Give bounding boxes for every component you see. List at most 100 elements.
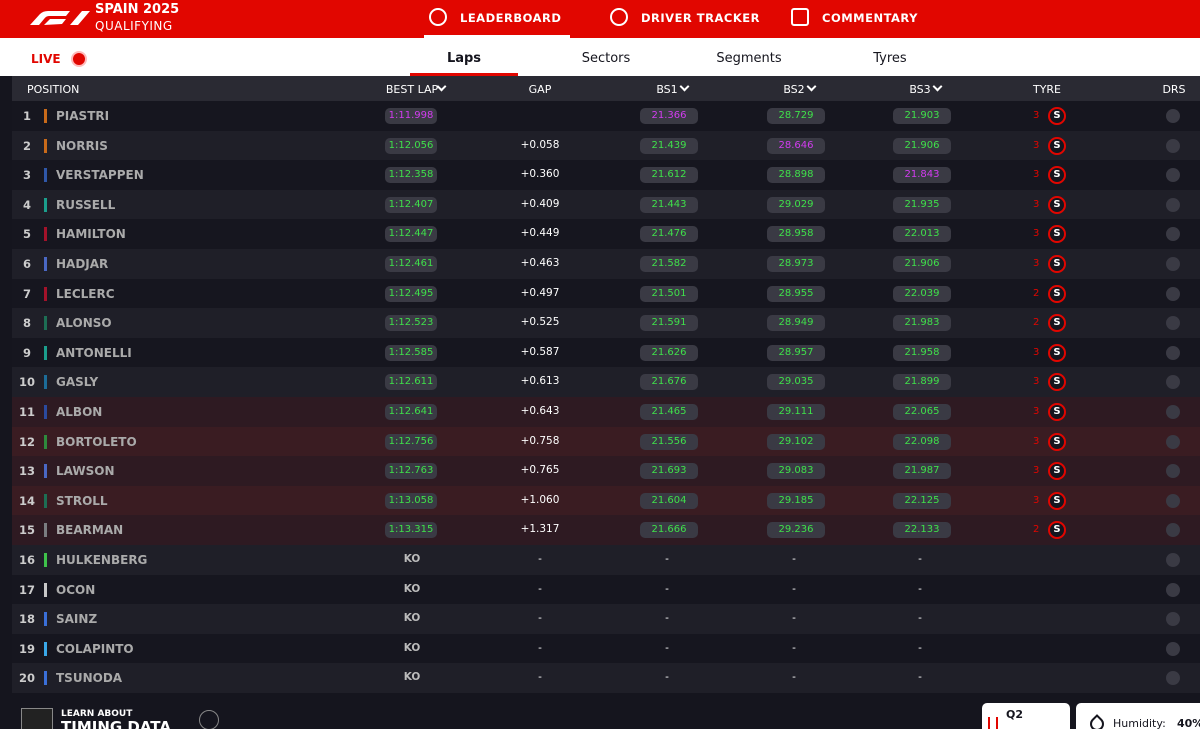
driver-row[interactable]: 12 BORTOLETO 1:12.756 +0.758 21.556 29.102 22.…: [12, 426, 1200, 457]
cell-bs3: 22.098: [893, 433, 951, 450]
cell-gap: +0.058: [520, 138, 560, 151]
tyre-laps: 2: [1033, 524, 1040, 536]
tyre-laps: 3: [1033, 198, 1040, 210]
cell-gap: -: [538, 671, 542, 684]
driver-row[interactable]: 17 OCON KO - - - -: [12, 574, 1200, 605]
session-icon: [988, 717, 998, 729]
learn-label[interactable]: LEARN ABOUT: [61, 709, 133, 719]
team-color-bar: [44, 641, 47, 656]
cell-bs1: 21.666: [640, 522, 698, 539]
drs-indicator: [1166, 671, 1180, 686]
tyre-compound: S: [1048, 462, 1066, 481]
cell-bs2: 28.973: [767, 256, 825, 272]
sub-tab[interactable]: Sectors: [581, 51, 631, 66]
cell-gap: +0.613: [520, 375, 560, 388]
driver-name: LECLERC: [56, 286, 115, 301]
cell-bs2: 28.955: [767, 285, 825, 302]
driver-row[interactable]: 3 VERSTAPPEN 1:12.358 +0.360 21.612 28.898 21.…: [12, 160, 1200, 190]
cell-best-lap: 1:12.763: [385, 463, 437, 480]
driver-name: TSUNODA: [56, 671, 123, 686]
drs-indicator: [1166, 523, 1180, 538]
cell-bs3: -: [918, 671, 922, 684]
column-header: DRS: [1162, 83, 1186, 96]
driver-row[interactable]: 19 COLAPINTO KO - - - -: [12, 633, 1200, 664]
timing-label[interactable]: TIMING DATA: [61, 718, 171, 729]
position: 2: [22, 138, 31, 153]
drs-indicator: [1166, 464, 1180, 479]
team-color-bar: [44, 375, 47, 390]
weather-box: Humidity: 40%: [1076, 703, 1200, 729]
cell-bs1: -: [665, 641, 669, 654]
cell-bs3: 21.983: [893, 315, 951, 332]
cell-bs2: 29.236: [767, 522, 825, 539]
position: 15: [18, 523, 35, 538]
driver-row[interactable]: 14 STROLL 1:13.058 +1.060 21.604 29.185 22.125…: [12, 485, 1200, 516]
driver-row[interactable]: 7 LECLERC 1:12.495 +0.497 21.501 28.955 22.039…: [12, 278, 1200, 309]
cell-best-lap: 1:12.641: [385, 404, 437, 420]
live-dot: [73, 53, 85, 65]
cell-bs1: 21.591: [640, 315, 698, 332]
sub-tab[interactable]: Laps: [446, 51, 482, 66]
driver-row[interactable]: 9 ANTONELLI 1:12.585 +0.587 21.626 28.957 21.9…: [12, 337, 1200, 368]
column-header: TYRE: [1032, 83, 1062, 96]
cell-bs3: 21.906: [893, 137, 951, 154]
column-header[interactable]: BS2: [783, 83, 805, 96]
cell-bs2: 29.083: [767, 463, 825, 480]
team-color-bar: [44, 316, 47, 331]
cell-bs1: 21.612: [640, 167, 698, 184]
cell-best-lap: 1:13.315: [385, 522, 437, 539]
cell-bs1: 21.366: [640, 108, 698, 124]
driver-row[interactable]: 13 LAWSON 1:12.763 +0.765 21.693 29.083 21.987…: [12, 456, 1200, 486]
tyre-laps: 3: [1033, 169, 1040, 181]
column-header[interactable]: BS3: [909, 83, 931, 96]
driver-row[interactable]: 6 HADJAR 1:12.461 +0.463 21.582 28.973 21.906 3…: [12, 249, 1200, 279]
driver-row[interactable]: 5 HAMILTON 1:12.447 +0.449 21.476 28.958 22.01…: [12, 219, 1200, 249]
cell-bs3: 22.065: [893, 404, 951, 420]
drs-indicator: [1166, 286, 1180, 301]
cell-bs2: -: [792, 553, 796, 565]
drs-indicator: [1166, 405, 1180, 419]
driver-row[interactable]: 15 BEARMAN 1:13.315 +1.317 21.666 29.236 22.13…: [12, 515, 1200, 545]
driver-row[interactable]: 8 ALONSO 1:12.523 +0.525 21.591 28.949 21.983 2…: [12, 308, 1200, 338]
driver-row[interactable]: 4 RUSSELL 1:12.407 +0.409 21.443 29.029 21.935…: [12, 189, 1200, 220]
driver-name: ALONSO: [56, 316, 112, 331]
team-color-bar: [44, 109, 47, 123]
cell-best-lap: KO: [403, 671, 421, 684]
sub-tab[interactable]: Tyres: [873, 51, 907, 66]
cell-bs1: -: [665, 553, 669, 565]
position: 17: [18, 582, 35, 597]
driver-row[interactable]: 1 PIASTRI 1:11.998 21.366 28.729 21.903 3 S: [12, 101, 1200, 131]
humidity-value: 40%: [1177, 717, 1200, 729]
team-color-bar: [44, 612, 47, 627]
column-header[interactable]: BEST LAP: [385, 83, 439, 96]
tyre-laps: 2: [1033, 317, 1040, 329]
tyre-laps: 3: [1033, 406, 1040, 417]
driver-name: LAWSON: [56, 464, 115, 479]
tyre-laps: 3: [1033, 494, 1040, 506]
column-header[interactable]: BS1: [656, 83, 678, 96]
cell-best-lap: 1:12.756: [385, 433, 437, 450]
team-color-bar: [44, 434, 47, 449]
cell-gap: -: [538, 641, 542, 654]
tyre-compound: S: [1048, 373, 1066, 392]
cell-bs3: 21.843: [893, 167, 951, 184]
humidity-label: Humidity:: [1113, 717, 1166, 729]
driver-row[interactable]: 2 NORRIS 1:12.056 +0.058 21.439 28.646 21.906 3…: [12, 130, 1200, 161]
cell-bs2: 28.729: [767, 108, 825, 124]
nav-tab[interactable]: COMMENTARY: [822, 11, 918, 25]
nav-tab[interactable]: DRIVER TRACKER: [641, 11, 760, 25]
driver-row[interactable]: 11 ALBON 1:12.641 +0.643 21.465 29.111 22.065 3…: [12, 397, 1200, 427]
tyre-compound: S: [1048, 255, 1066, 273]
driver-name: HAMILTON: [56, 227, 126, 242]
position: 5: [22, 227, 31, 242]
humidity-icon: [1087, 714, 1107, 729]
driver-row[interactable]: 18 SAINZ KO - - - -: [12, 604, 1200, 634]
driver-row[interactable]: 10 GASLY 1:12.611 +0.613 21.676 29.035 21.899 3…: [12, 367, 1200, 397]
driver-row[interactable]: 20 TSUNODA KO - - - -: [12, 663, 1200, 693]
driver-row[interactable]: 16 HULKENBERG KO - - - -: [12, 545, 1200, 575]
team-color-bar: [44, 257, 47, 271]
nav-tab[interactable]: LEADERBOARD: [460, 11, 562, 25]
position: 8: [22, 316, 31, 331]
expand-button[interactable]: [199, 710, 219, 729]
sub-tab[interactable]: Segments: [716, 51, 782, 66]
